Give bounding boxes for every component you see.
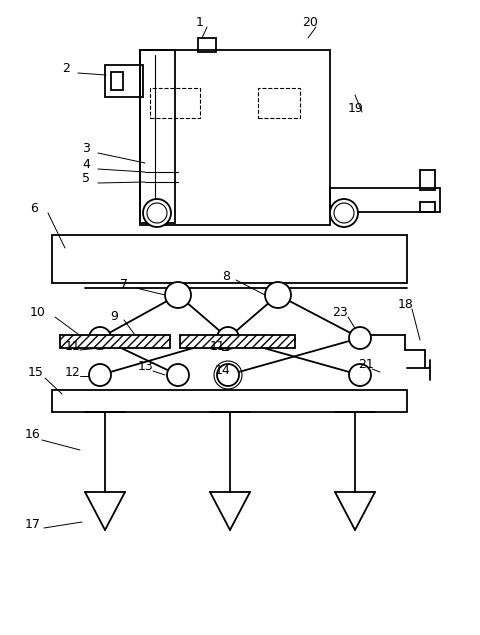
Bar — [52, 235, 407, 283]
Bar — [198, 38, 216, 52]
Bar — [258, 88, 300, 118]
Text: 19: 19 — [348, 102, 364, 114]
Bar — [180, 335, 295, 348]
Bar — [420, 170, 435, 190]
Circle shape — [167, 364, 189, 386]
Text: 7: 7 — [120, 277, 128, 290]
Text: 20: 20 — [302, 15, 318, 29]
Text: 2: 2 — [62, 62, 70, 76]
Bar — [140, 50, 175, 223]
Text: 5: 5 — [82, 173, 90, 185]
Text: 21: 21 — [358, 359, 374, 371]
Bar — [420, 202, 435, 212]
Text: 9: 9 — [110, 309, 118, 323]
Circle shape — [89, 327, 111, 349]
Circle shape — [217, 327, 239, 349]
Text: 4: 4 — [82, 159, 90, 171]
Text: 1: 1 — [196, 15, 204, 29]
Circle shape — [349, 327, 371, 349]
Circle shape — [330, 199, 358, 227]
Text: 10: 10 — [30, 307, 46, 319]
Text: 11: 11 — [65, 340, 81, 352]
Circle shape — [165, 282, 191, 308]
Text: 23: 23 — [332, 307, 348, 319]
Circle shape — [143, 199, 171, 227]
Circle shape — [349, 364, 371, 386]
Text: 17: 17 — [25, 519, 41, 531]
Bar — [140, 50, 330, 225]
Text: 15: 15 — [28, 366, 44, 380]
Text: 6: 6 — [30, 201, 38, 215]
Bar — [105, 65, 143, 97]
Circle shape — [265, 282, 291, 308]
Bar — [60, 335, 170, 348]
Text: 11: 11 — [210, 340, 226, 352]
Circle shape — [147, 203, 167, 223]
Text: 16: 16 — [25, 429, 41, 441]
Circle shape — [217, 364, 239, 386]
Text: 13: 13 — [138, 361, 154, 373]
Text: 8: 8 — [222, 269, 230, 283]
Bar — [60, 335, 170, 348]
Bar — [150, 88, 200, 118]
Bar — [180, 335, 295, 348]
Text: 14: 14 — [215, 363, 231, 377]
Circle shape — [334, 203, 354, 223]
Text: 12: 12 — [65, 366, 81, 378]
Text: 3: 3 — [82, 142, 90, 154]
Bar — [52, 390, 407, 412]
Bar — [111, 72, 123, 90]
Bar — [330, 188, 440, 212]
Text: 18: 18 — [398, 298, 414, 311]
Circle shape — [89, 364, 111, 386]
